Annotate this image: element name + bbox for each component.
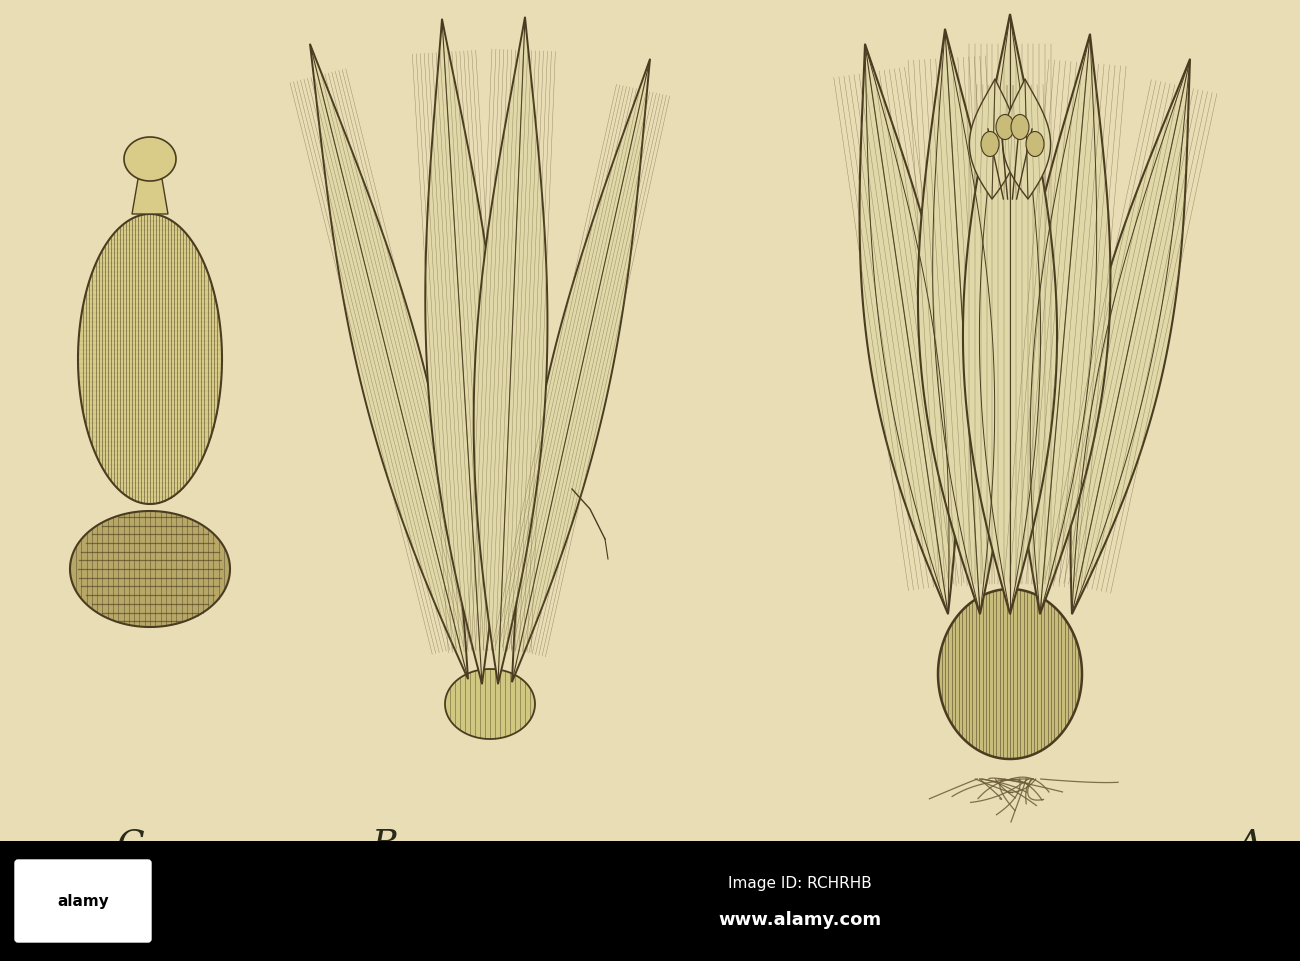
Bar: [0, 841, 1300, 961]
Polygon shape: [963, 15, 1057, 614]
Polygon shape: [1002, 80, 1050, 200]
Ellipse shape: [1011, 115, 1030, 140]
Text: B: B: [372, 827, 398, 861]
Polygon shape: [1070, 60, 1190, 614]
Text: alamy: alamy: [57, 894, 109, 908]
Ellipse shape: [982, 133, 998, 158]
Polygon shape: [859, 45, 958, 614]
Ellipse shape: [1026, 133, 1044, 158]
Polygon shape: [133, 180, 168, 214]
Polygon shape: [918, 30, 1010, 614]
Polygon shape: [473, 18, 547, 684]
Polygon shape: [78, 214, 222, 505]
Ellipse shape: [996, 115, 1014, 140]
Polygon shape: [970, 80, 1018, 200]
Text: Image ID: RCHRHB: Image ID: RCHRHB: [728, 875, 872, 891]
FancyBboxPatch shape: [16, 860, 151, 942]
Text: C: C: [116, 827, 144, 861]
Polygon shape: [512, 60, 650, 682]
Polygon shape: [445, 669, 536, 739]
Text: A: A: [1236, 827, 1264, 861]
Polygon shape: [1017, 35, 1110, 614]
Polygon shape: [309, 45, 468, 679]
Polygon shape: [124, 137, 176, 182]
Text: www.alamy.com: www.alamy.com: [719, 910, 881, 928]
Polygon shape: [939, 589, 1082, 759]
Polygon shape: [70, 511, 230, 628]
Polygon shape: [425, 20, 502, 684]
